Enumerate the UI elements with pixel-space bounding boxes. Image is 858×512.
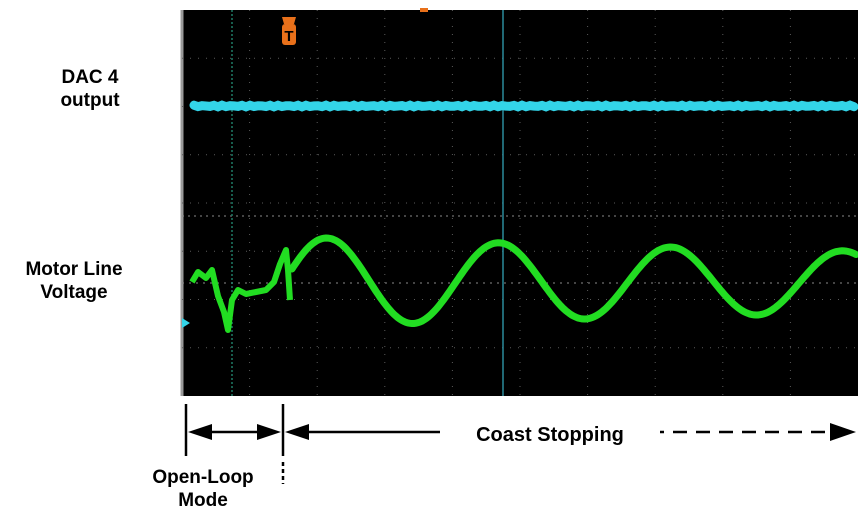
top-marker-icon <box>420 8 428 12</box>
coast-stopping-label: Coast Stopping <box>440 422 660 448</box>
motor-line-voltage-trace <box>288 234 858 327</box>
openloop-label-line2: Mode <box>178 490 228 511</box>
motor-label-line1: Motor Line <box>25 259 123 280</box>
motor-label-line2: Voltage <box>40 282 108 303</box>
arrow-left-icon <box>285 424 309 440</box>
motor-line-voltage-label: Motor Line Voltage <box>0 258 148 304</box>
arrowheads <box>188 423 856 441</box>
motor-voltage-openloop-trace <box>189 247 293 333</box>
dac4-label-line2: output <box>60 90 120 111</box>
arrow-right-icon <box>257 424 281 440</box>
openloop-label-line1: Open-Loop <box>152 467 254 488</box>
arrow-left-icon <box>188 424 212 440</box>
svg-text:T: T <box>284 28 293 45</box>
trigger-marker-icon: T <box>282 17 296 45</box>
screen-grid <box>182 10 858 396</box>
dac4-output-label: DAC 4 output <box>30 66 150 112</box>
dac4-label-line1: DAC 4 <box>61 67 119 88</box>
dac4-output-trace <box>189 100 858 112</box>
open-loop-mode-label: Open-Loop Mode <box>128 466 278 512</box>
channel-marker-icon <box>182 318 190 328</box>
arrow-right-icon <box>830 423 856 441</box>
